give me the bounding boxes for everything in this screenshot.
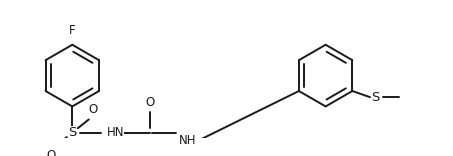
Text: NH: NH [179, 134, 197, 147]
Text: O: O [89, 103, 98, 116]
Text: F: F [69, 24, 76, 37]
Text: S: S [68, 126, 77, 139]
Text: O: O [146, 95, 155, 109]
Text: O: O [47, 149, 56, 156]
Text: S: S [371, 91, 380, 104]
Text: HN: HN [106, 126, 124, 139]
